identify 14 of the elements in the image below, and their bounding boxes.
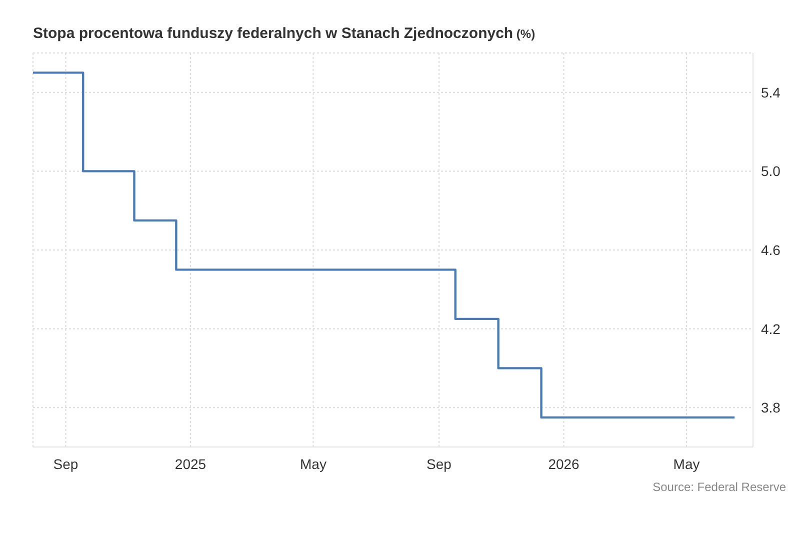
x-tick-label: 2026	[548, 456, 580, 472]
y-tick-label: 5.0	[761, 163, 781, 180]
x-tick-label: 2025	[174, 456, 206, 472]
x-tick-label: Sep	[426, 456, 452, 472]
x-tick-label: May	[673, 456, 700, 472]
y-tick-label: 4.6	[761, 242, 781, 258]
x-tick-label: Sep	[53, 456, 78, 472]
source-note: Source: Federal Reserve	[652, 480, 786, 494]
y-tick-label: 5.4	[761, 84, 781, 100]
chart-title: Stopa procentowa funduszy federalnych w Stanach Zjednoczonych	[33, 25, 514, 42]
x-tick-label: May	[300, 456, 326, 472]
y-axis-title: (%)	[515, 27, 536, 41]
y-tick-label: 4.2	[761, 320, 781, 337]
y-tick-label: 3.8	[761, 400, 781, 416]
